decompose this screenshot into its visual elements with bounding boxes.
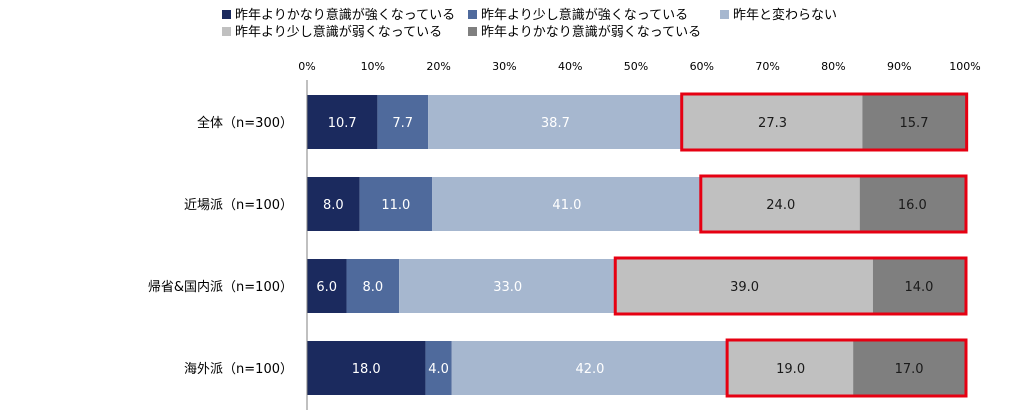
- highlight-box: [725, 338, 968, 398]
- data-label: 39.0: [730, 280, 759, 295]
- data-label: 16.0: [898, 198, 927, 213]
- data-label: 17.0: [895, 362, 924, 377]
- x-tick-label: 100%: [949, 60, 980, 73]
- legend-swatch: [222, 10, 231, 19]
- data-label: 38.7: [541, 116, 570, 131]
- category-labels: 全体（n=300） 近場派（n=100） 帰省&国内派（n=100） 海外派（n=10…: [148, 115, 293, 377]
- bar-segment: [862, 95, 966, 149]
- bar-segment: [377, 95, 429, 149]
- x-tick-label: 70%: [755, 60, 779, 73]
- bar-segment: [859, 177, 965, 231]
- category-label: 近場派（n=100）: [184, 198, 293, 213]
- legend-label: 昨年より少し意識が弱くなっている: [235, 24, 442, 40]
- category-label: 海外派（n=100）: [184, 362, 293, 377]
- highlight-box: [680, 92, 969, 152]
- bar-segment: [359, 177, 433, 231]
- plot-area: 10.7 7.7 38.7 27.3 15.7 8.0 11.0 41.0 24.0 16.0 6.…: [307, 95, 966, 395]
- bar-segment: [346, 259, 400, 313]
- x-tick-label: 90%: [887, 60, 911, 73]
- data-label: 8.0: [362, 280, 383, 295]
- data-label: 14.0: [904, 280, 933, 295]
- bar-segment: [307, 341, 426, 395]
- bar-segment: [307, 177, 360, 231]
- legend-label: 昨年よりかなり意識が弱くなっている: [481, 24, 701, 40]
- data-label: 24.0: [766, 198, 795, 213]
- bar-segment: [425, 341, 452, 395]
- data-label: 19.0: [776, 362, 805, 377]
- legend-swatch: [468, 27, 477, 36]
- data-label: 7.7: [392, 116, 413, 131]
- highlight-boxes: [613, 92, 969, 398]
- bar-segment: [399, 259, 617, 313]
- x-axis-ticks: 0% 10% 20% 30% 40% 50% 60% 70% 80% 90% 100%: [298, 60, 980, 73]
- legend-swatch: [720, 10, 729, 19]
- legend-label: 昨年よりかなり意識が強くなっている: [235, 7, 455, 23]
- x-tick-label: 80%: [821, 60, 845, 73]
- bar-segment: [432, 177, 702, 231]
- bar-segment: [682, 95, 863, 149]
- x-tick-label: 20%: [426, 60, 450, 73]
- x-tick-label: 30%: [492, 60, 516, 73]
- bar-segment: [728, 341, 854, 395]
- bar-segment: [451, 341, 729, 395]
- category-label: 帰省&国内派（n=100）: [148, 279, 293, 295]
- category-label: 全体（n=300）: [197, 115, 293, 131]
- legend-label: 昨年と変わらない: [733, 7, 837, 23]
- legend-label: 昨年より少し意識が強くなっている: [481, 7, 688, 23]
- data-label: 27.3: [758, 116, 787, 131]
- data-label: 10.7: [328, 116, 357, 131]
- data-label: 41.0: [552, 198, 581, 213]
- bar-segment: [872, 259, 965, 313]
- x-tick-label: 10%: [361, 60, 385, 73]
- data-label: 11.0: [381, 198, 410, 213]
- x-tick-label: 40%: [558, 60, 582, 73]
- legend-swatch: [222, 27, 231, 36]
- x-tick-label: 50%: [624, 60, 648, 73]
- bar-segment: [853, 341, 965, 395]
- highlight-box: [613, 256, 968, 316]
- bar-segment: [701, 177, 860, 231]
- x-tick-label: 60%: [690, 60, 714, 73]
- data-label: 8.0: [323, 198, 344, 213]
- data-label: 6.0: [316, 280, 337, 295]
- bar-segment: [428, 95, 683, 149]
- bar-segment: [307, 259, 347, 313]
- legend: 昨年よりかなり意識が強くなっている 昨年より少し意識が強くなっている 昨年と変わらな…: [222, 7, 837, 40]
- data-label: 18.0: [352, 362, 381, 377]
- bar-segment: [307, 95, 378, 149]
- data-label: 42.0: [575, 362, 604, 377]
- legend-swatch: [468, 10, 477, 19]
- bar-segment: [616, 259, 873, 313]
- data-label: 33.0: [493, 280, 522, 295]
- x-tick-label: 0%: [298, 60, 315, 73]
- highlight-box: [699, 174, 968, 234]
- data-label: 4.0: [428, 362, 449, 377]
- data-label: 15.7: [900, 116, 929, 131]
